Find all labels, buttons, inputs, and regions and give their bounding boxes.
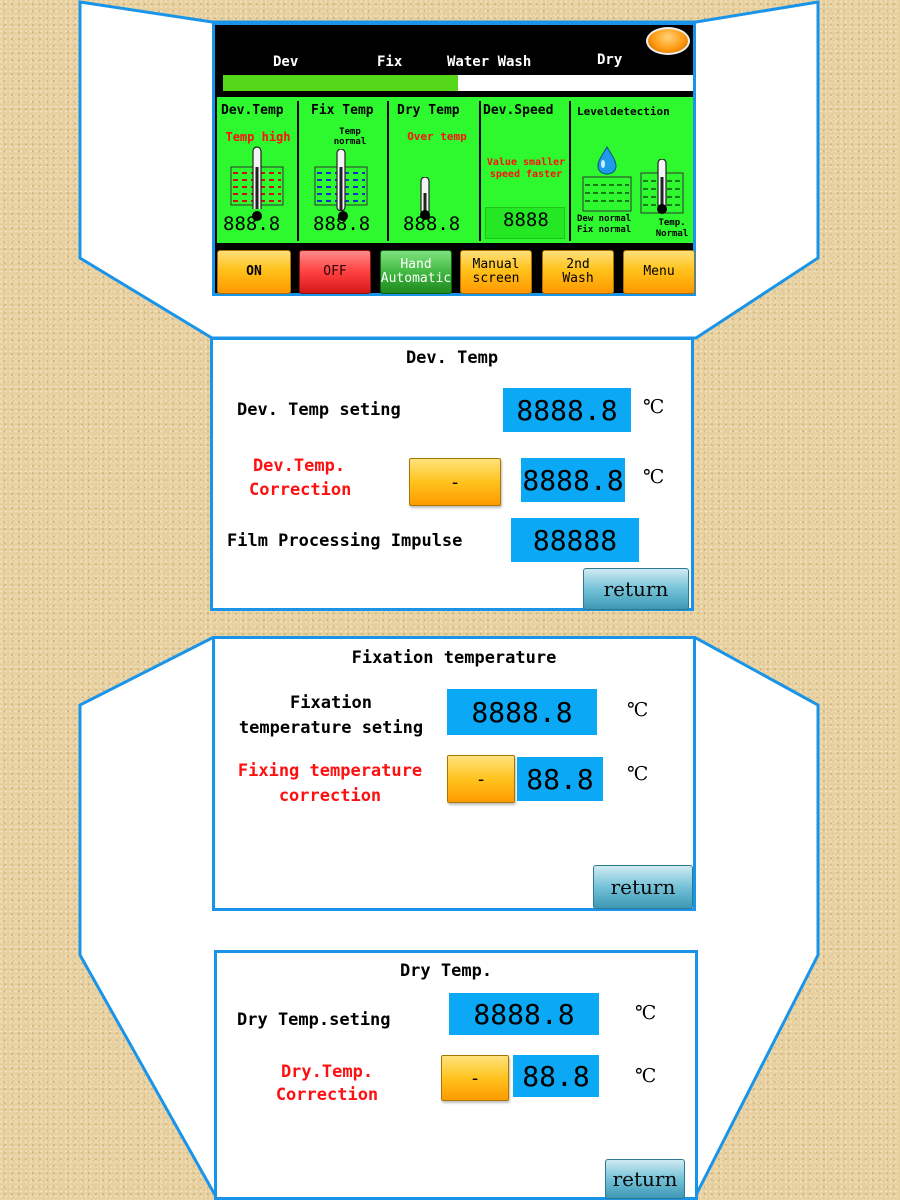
- second-wash-button[interactable]: 2nd Wash: [542, 250, 614, 294]
- menu-button[interactable]: Menu: [623, 250, 695, 294]
- dev-thermo-bulb-icon: [252, 211, 262, 221]
- fix-temp-setting-unit: ℃: [627, 699, 649, 721]
- tab-water-wash: Water Wash: [447, 54, 532, 70]
- status-panel: Dev.Temp Temp high 888.8 Fix Temp Temp n…: [217, 97, 693, 243]
- fix-temp-setting-label: Fixation temperature seting: [238, 693, 424, 738]
- hand-automatic-button[interactable]: Hand Automatic: [380, 250, 452, 294]
- dev-speed-title: Dev.Speed: [483, 103, 554, 118]
- dry-temp-status: Over temp: [407, 130, 467, 143]
- film-impulse-input[interactable]: 88888: [511, 518, 639, 562]
- tab-dev: Dev: [273, 54, 299, 70]
- fix-temp-status: Temp normal: [333, 127, 367, 147]
- dev-speed-value: 8888: [503, 209, 549, 231]
- fix-temp-panel-title: Fixation temperature: [351, 648, 557, 668]
- dev-temp-panel-title: Dev. Temp: [405, 348, 499, 368]
- dev-temp-return-button[interactable]: return: [583, 568, 689, 610]
- dev-temp-correction-sign-button[interactable]: -: [409, 458, 501, 506]
- off-button[interactable]: OFF: [299, 250, 371, 294]
- fix-temp-correction-input[interactable]: 88.8: [517, 757, 603, 801]
- fix-temp-correction-label: Fixing temperature correction: [237, 761, 423, 806]
- dev-temp-panel: Dev. Temp Dev. Temp seting 8888.8 ℃ Dev.…: [210, 337, 694, 611]
- fix-temp-panel: Fixation temperature Fixation temperatur…: [212, 636, 696, 911]
- dev-temp-value: 888.8: [223, 213, 281, 235]
- main-hmi-screen: Dev Fix Water Wash Dry Dev.Temp Temp hig…: [212, 22, 696, 296]
- fix-temp-setting-input[interactable]: 8888.8: [447, 689, 597, 735]
- dev-temp-setting-label: Dev. Temp seting: [237, 400, 401, 420]
- film-impulse-label: Film Processing Impulse: [227, 531, 463, 551]
- tab-dry: Dry: [597, 52, 623, 68]
- dry-temp-setting-unit: ℃: [635, 1002, 657, 1024]
- dev-temp-correction-label: Dev.Temp. Correction: [249, 456, 352, 500]
- fix-temp-correction-unit: ℃: [627, 763, 649, 785]
- dev-speed-display: [485, 207, 565, 239]
- dry-temp-correction-unit: ℃: [635, 1065, 657, 1087]
- dev-temp-correction-unit: ℃: [643, 466, 665, 488]
- process-progress-bar: [223, 75, 693, 91]
- column-divider: [387, 101, 389, 241]
- dry-thermometer-icon: [420, 177, 430, 220]
- dry-temp-title: Dry Temp: [397, 103, 460, 118]
- fix-tank-thermometer-icon: [314, 149, 368, 211]
- dev-fix-level-icon: [582, 146, 632, 212]
- fix-temp-title: Fix Temp: [311, 103, 374, 118]
- dry-temp-correction-input[interactable]: 88.8: [513, 1055, 599, 1097]
- dev-temp-setting-input[interactable]: 8888.8: [503, 388, 631, 432]
- dry-temp-correction-label: Dry.Temp. Correction: [275, 1062, 379, 1105]
- dev-temp-correction-input[interactable]: 8888.8: [521, 458, 625, 502]
- level-thermometer-icon: [640, 159, 684, 214]
- column-divider: [569, 101, 571, 241]
- column-divider: [297, 101, 299, 241]
- fix-thermo-bulb-icon: [338, 211, 348, 221]
- level-detection-title: Leveldetection: [577, 105, 670, 118]
- dev-fix-level-status: Dew normal Fix normal: [577, 214, 632, 235]
- dry-temp-panel: Dry Temp. Dry Temp.seting 8888.8 ℃ Dry.T…: [214, 950, 698, 1200]
- level-temp-status: Temp. Normal: [655, 218, 689, 239]
- fix-temp-correction-sign-button[interactable]: -: [447, 755, 515, 803]
- fix-temp-value: 888.8: [313, 213, 371, 235]
- dry-temp-return-button[interactable]: return: [605, 1159, 685, 1199]
- dry-temp-setting-input[interactable]: 8888.8: [449, 993, 599, 1035]
- on-button[interactable]: ON: [217, 250, 291, 294]
- tab-fix: Fix: [377, 54, 403, 70]
- dry-temp-value: 888.8: [403, 213, 461, 235]
- alarm-lamp-icon: [646, 27, 690, 55]
- dev-temp-status: Temp high: [225, 130, 291, 144]
- dry-temp-panel-title: Dry Temp.: [399, 961, 493, 981]
- dry-temp-setting-label: Dry Temp.seting: [237, 1010, 391, 1030]
- column-divider: [479, 101, 481, 241]
- dry-temp-correction-sign-button[interactable]: -: [441, 1055, 509, 1101]
- dev-tank-thermometer-icon: [230, 146, 284, 209]
- dev-temp-title: Dev.Temp: [221, 103, 284, 118]
- process-progress-fill: [223, 75, 458, 91]
- fix-temp-return-button[interactable]: return: [593, 865, 693, 909]
- dev-speed-status: Value smaller speed faster: [486, 157, 566, 180]
- dev-temp-setting-unit: ℃: [643, 396, 665, 418]
- manual-screen-button[interactable]: Manual screen: [460, 250, 532, 294]
